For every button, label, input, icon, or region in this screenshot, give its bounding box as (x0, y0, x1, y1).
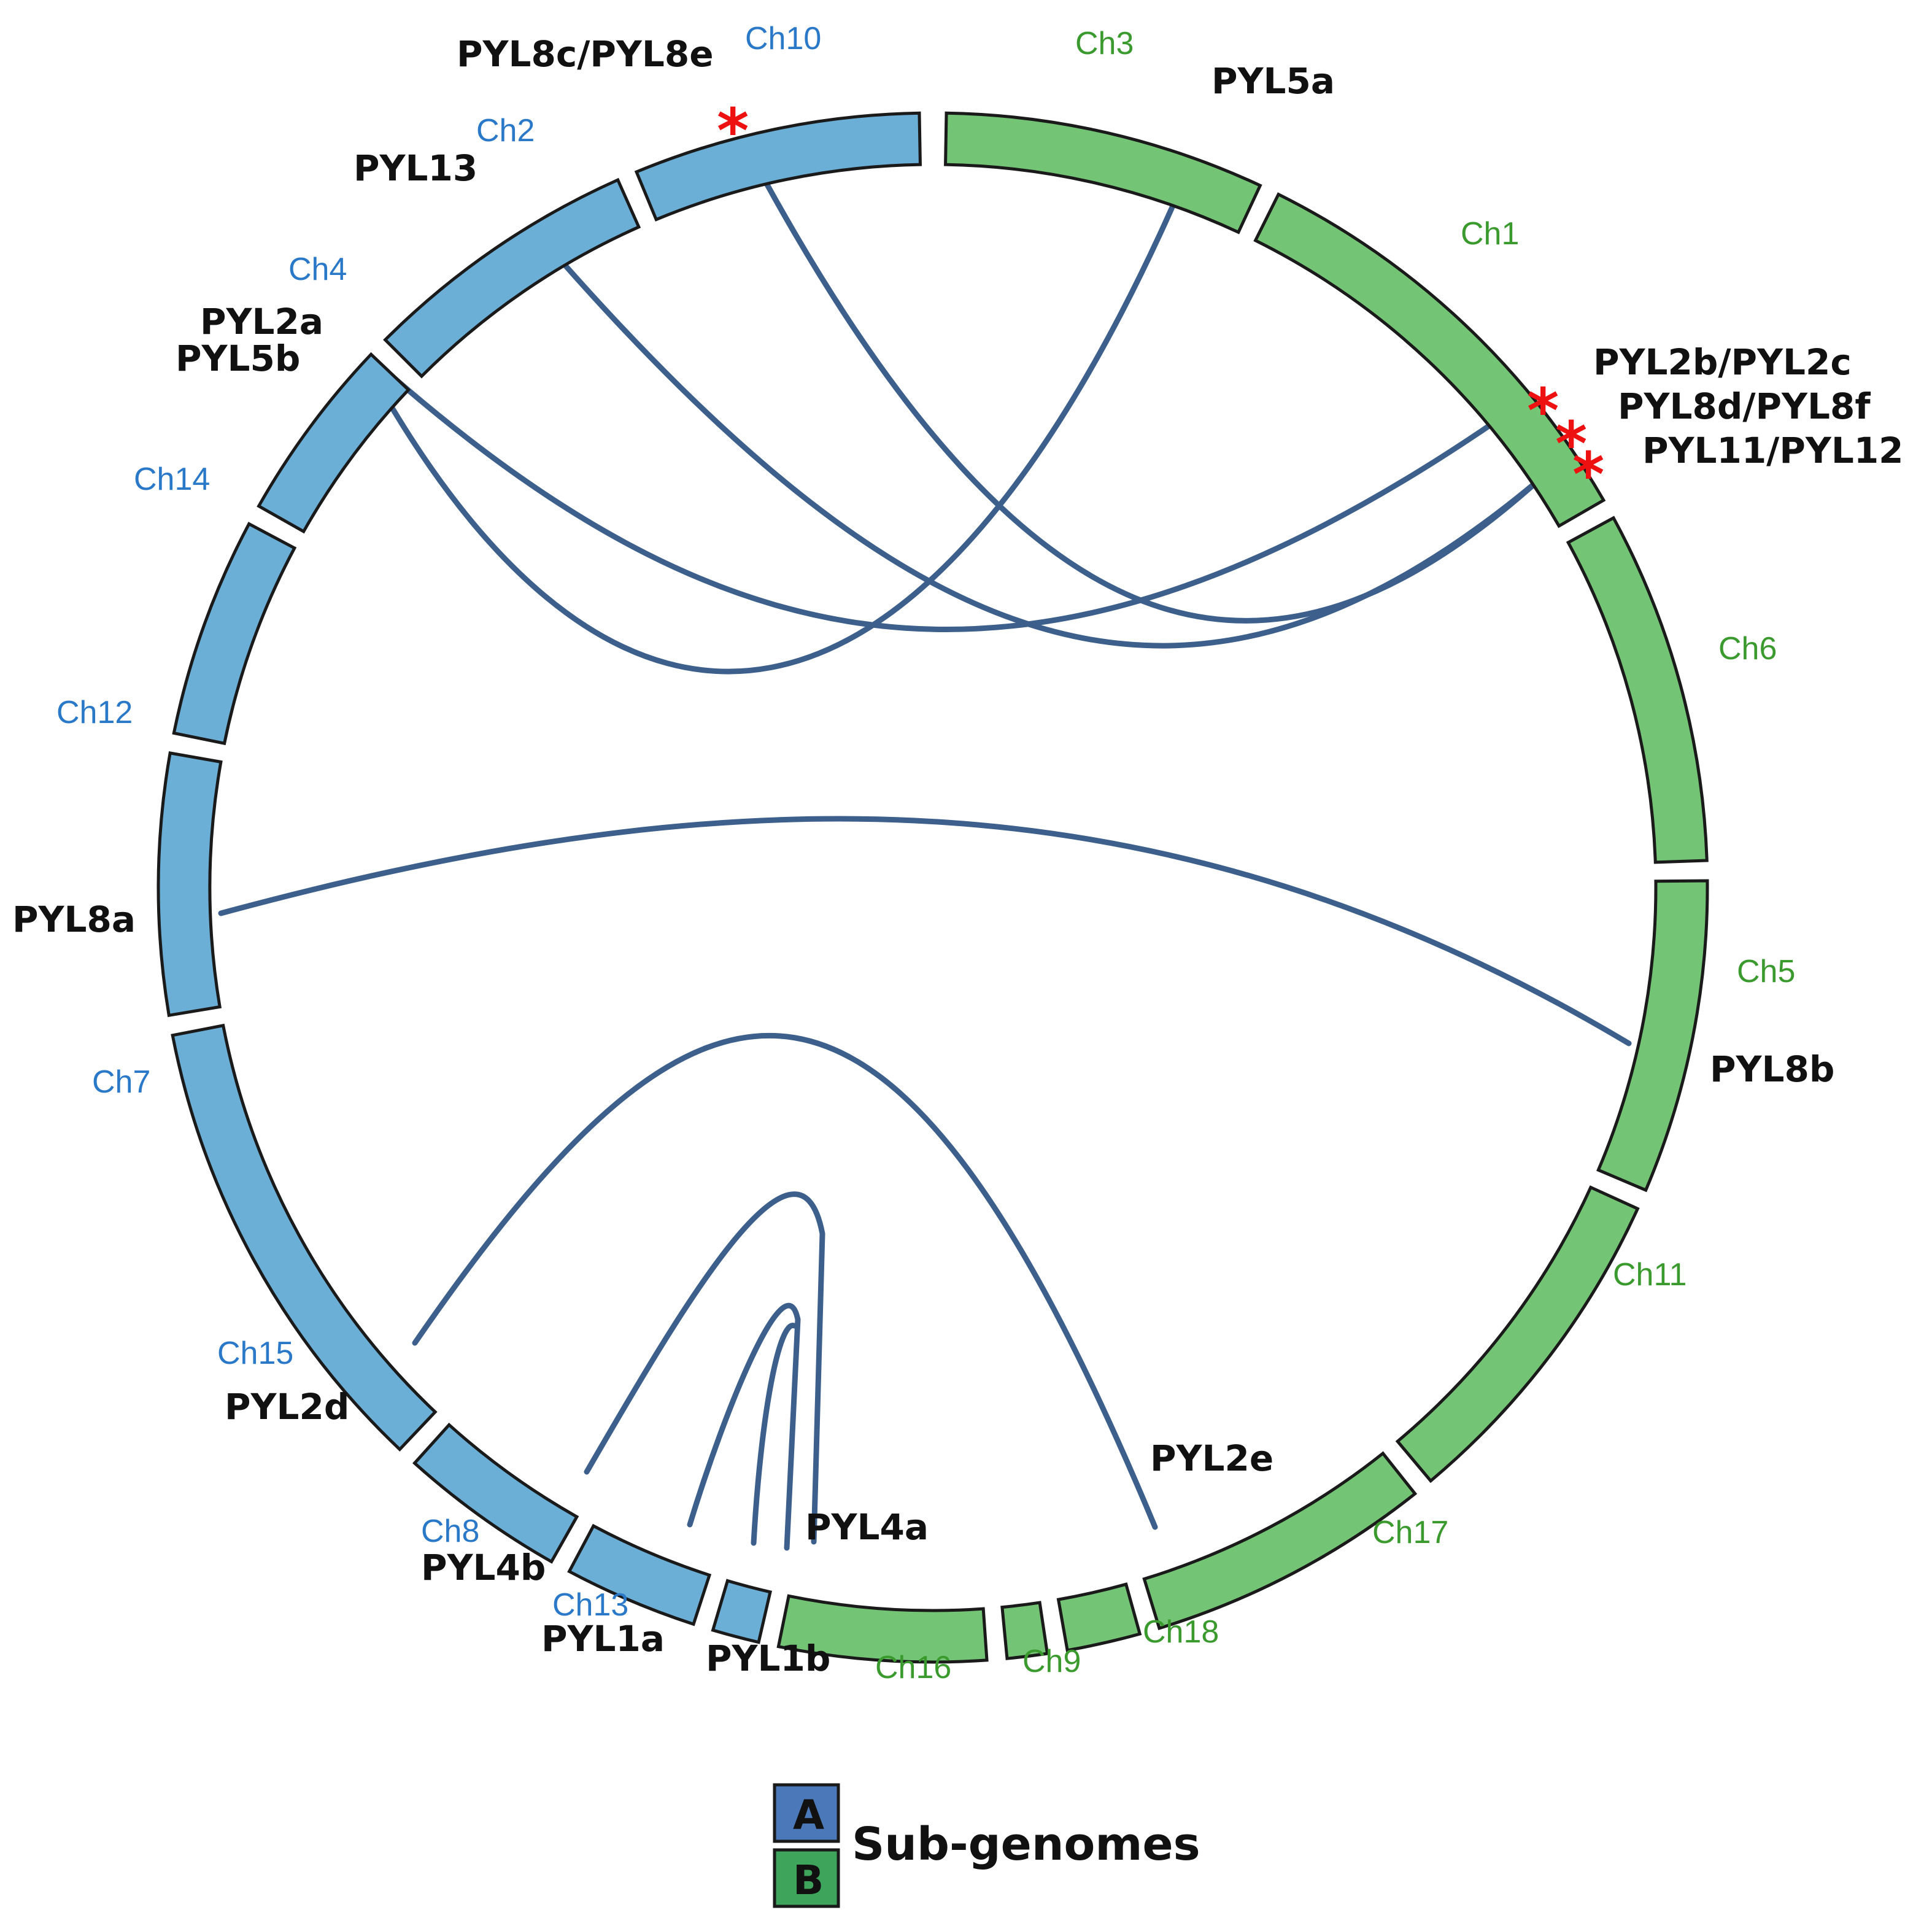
chr-label: Ch10 (745, 21, 821, 56)
chr-label: Ch4 (288, 252, 347, 287)
chr-label: Ch18 (1143, 1614, 1219, 1650)
chr-label: Ch6 (1718, 631, 1777, 667)
chromosome-segment-ch1 (1253, 192, 1606, 528)
chr-label: Ch1 (1461, 216, 1519, 252)
gene-label: PYL2d (225, 1386, 349, 1428)
chr-label: Ch2 (476, 113, 535, 149)
tandem-duplication-markers: * * * * (717, 95, 1604, 511)
chr-label: Ch11 (1613, 1257, 1687, 1293)
chr-label: Ch15 (217, 1336, 293, 1371)
gene-label: PYL8a (12, 899, 136, 940)
chromosome-segment-ch17 (1142, 1451, 1418, 1630)
chr-label: Ch16 (875, 1650, 951, 1685)
link-pyl13-pyl8d (538, 235, 1552, 649)
chr-label: Ch13 (552, 1587, 628, 1623)
chromosome-segment-ch16 (776, 1594, 989, 1664)
chromosome-segment-ch12 (156, 751, 223, 1018)
gene-label: PYL5a (1211, 60, 1335, 102)
chromosome-segment-ch10 (634, 111, 922, 222)
gene-label: PYL8b (1710, 1048, 1834, 1090)
legend-title: Sub-genomes (852, 1818, 1200, 1871)
chromosome-segment-ch18 (1056, 1582, 1142, 1652)
tandem-star-icon: * (1555, 408, 1587, 480)
chr-label: Ch3 (1075, 26, 1134, 61)
chromosome-segment-ch9 (1000, 1601, 1049, 1660)
chromosome-segment-ch4 (257, 352, 411, 534)
legend-swatch-b (773, 1848, 840, 1908)
gene-label: PYL2b/PYL2c (1593, 341, 1852, 383)
chr-label: Ch17 (1372, 1515, 1448, 1550)
link-pyl1a-pyl1b (687, 1302, 801, 1551)
link-pyl4b-pyl4a (584, 1191, 825, 1545)
gene-label: PYL2a (200, 301, 323, 342)
gene-label: PYL4b (421, 1547, 546, 1588)
synteny-links (218, 143, 1632, 1551)
legend: A B Sub-genomes (773, 1783, 1200, 1908)
tandem-star-icon: * (1572, 439, 1604, 511)
gene-label: PYL1b (706, 1638, 830, 1679)
chromosome-segment-ch13 (711, 1579, 773, 1644)
gene-label: PYL5b (176, 338, 300, 379)
chromosome-segment-ch15 (412, 1422, 579, 1564)
gene-labels: PYL8c/PYL8e PYL5a PYL13 PYL2a PYL5b PYL2… (12, 33, 1904, 1679)
legend-label-b: B (793, 1857, 824, 1904)
chromosome-labels: Ch3 Ch1 Ch6 Ch5 Ch11 Ch17 Ch18 Ch9 Ch16 … (56, 21, 1795, 1685)
tandem-star-icon: * (717, 95, 749, 167)
link-pyl5b-pyl2b (390, 374, 1512, 632)
chromosome-segment-ch8 (567, 1523, 712, 1626)
legend-swatch-a (773, 1783, 840, 1843)
chromosome-ring (156, 111, 1709, 1664)
gene-label: PYL1a (541, 1618, 665, 1660)
chromosome-segment-ch7 (171, 1023, 438, 1452)
chr-label: Ch12 (56, 695, 133, 730)
link-pyl4b-pyl1b (751, 1323, 797, 1546)
chromosome-segment-ch11 (1395, 1185, 1640, 1483)
chr-label: Ch14 (134, 462, 210, 497)
chromosome-segment-ch6 (1566, 516, 1709, 864)
chromosome-segment-ch14 (172, 522, 297, 746)
link-pyl8c-pyl11 (743, 143, 1545, 624)
gene-label: PYL4a (805, 1506, 929, 1548)
link-pyl2d-pyl2e (412, 1032, 1158, 1530)
gene-label: PYL8c/PYL8e (457, 33, 714, 75)
tandem-star-icon: * (1527, 375, 1559, 447)
chromosome-segment-ch5 (1596, 879, 1709, 1193)
chr-label: Ch5 (1737, 954, 1795, 989)
gene-label: PYL11/PYL12 (1642, 430, 1904, 471)
chromosome-segment-ch3 (944, 111, 1262, 234)
legend-label-a: A (793, 1792, 824, 1839)
gene-label: PYL13 (354, 147, 477, 189)
gene-label: PYL8d/PYL8f (1618, 385, 1871, 427)
chr-label: Ch7 (92, 1064, 150, 1100)
chr-label: Ch9 (1022, 1644, 1081, 1679)
gene-label: PYL2e (1150, 1437, 1273, 1479)
chr-label: Ch8 (421, 1514, 479, 1549)
link-pyl8a-pyl8b (218, 816, 1632, 1046)
link-pyl5a-pyl5b (374, 168, 1191, 675)
chromosome-segment-ch2 (383, 177, 641, 379)
